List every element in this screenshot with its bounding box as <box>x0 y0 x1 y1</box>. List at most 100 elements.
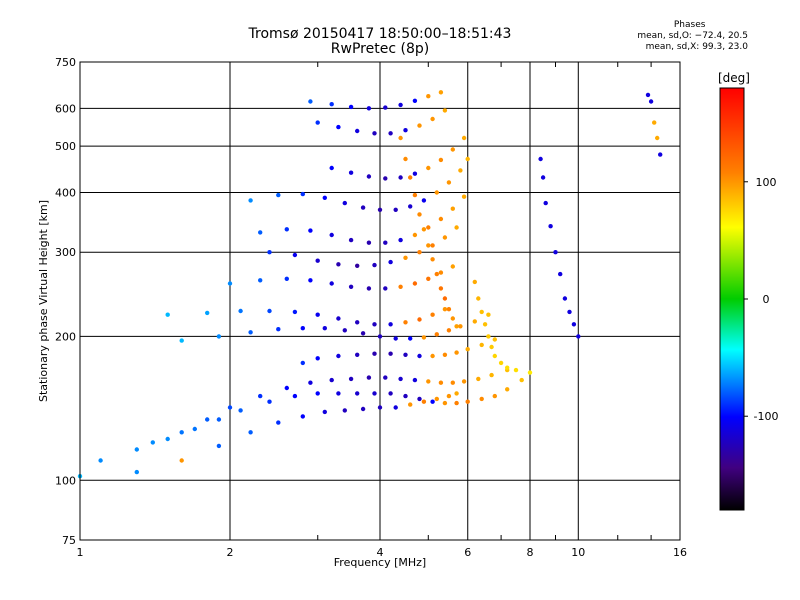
echo-point <box>527 370 533 375</box>
echo-point <box>329 102 334 107</box>
echo-point <box>461 379 467 384</box>
echo-point <box>267 250 272 255</box>
echo-point <box>426 276 431 281</box>
x-tick-label: 1 <box>77 546 84 559</box>
echo-points <box>77 90 663 479</box>
echo-point <box>412 98 418 104</box>
echo-point <box>408 204 413 209</box>
echo-point <box>426 243 431 248</box>
echo-point <box>576 334 581 339</box>
echo-point <box>492 353 497 359</box>
echo-point <box>417 396 422 402</box>
echo-point <box>548 224 553 229</box>
echo-point <box>336 353 341 359</box>
echo-point <box>388 351 393 356</box>
echo-point <box>308 228 313 233</box>
echo-point <box>393 336 398 341</box>
echo-point <box>479 396 484 402</box>
y-tick-label: 750 <box>55 56 76 69</box>
echo-point <box>465 156 470 162</box>
colorbar-ticks: 100 0 -100 <box>744 176 778 423</box>
echo-point <box>421 198 427 203</box>
y-axis-label: Stationary phase Virtual Height [km] <box>37 200 50 402</box>
echo-point <box>192 426 197 432</box>
echo-point <box>329 165 334 171</box>
y-tick-label: 400 <box>55 186 76 199</box>
echo-point <box>322 326 327 331</box>
echo-point <box>398 376 403 382</box>
echo-point <box>388 259 393 265</box>
echo-point <box>372 391 377 396</box>
echo-point <box>498 360 504 366</box>
echo-point <box>417 123 422 128</box>
echo-point <box>336 124 341 130</box>
echo-point <box>434 271 439 277</box>
echo-point <box>393 405 398 410</box>
phase-stats-heading: Phases <box>673 20 706 30</box>
echo-point <box>476 296 481 301</box>
echo-point <box>366 240 372 245</box>
echo-point <box>412 232 418 238</box>
echo-point <box>412 171 418 176</box>
x-tick-label: 8 <box>527 546 534 559</box>
echo-point <box>276 192 281 198</box>
echo-point <box>438 216 444 222</box>
echo-point <box>336 391 341 396</box>
echo-point <box>442 307 448 312</box>
grid-lines <box>80 62 680 540</box>
echo-point <box>658 152 663 157</box>
echo-point <box>417 317 422 322</box>
echo-point <box>315 391 320 396</box>
echo-point <box>336 316 341 321</box>
echo-point <box>348 104 354 110</box>
echo-point <box>227 405 233 410</box>
echo-point <box>348 284 354 289</box>
colorbar <box>719 87 745 511</box>
echo-point <box>543 200 548 206</box>
echo-point <box>315 312 320 317</box>
echo-point <box>492 337 497 342</box>
echo-point <box>421 399 427 404</box>
echo-point <box>513 367 519 373</box>
echo-point <box>412 377 418 383</box>
echo-point <box>360 406 366 412</box>
echo-point <box>267 399 272 404</box>
echo-point <box>655 135 660 141</box>
x-tick-label: 16 <box>673 546 687 559</box>
echo-point <box>342 200 347 206</box>
echo-point <box>300 414 305 419</box>
echo-point <box>450 206 455 211</box>
echo-point <box>372 262 377 268</box>
echo-point <box>383 240 388 245</box>
echo-point <box>417 250 422 255</box>
echo-point <box>446 180 452 185</box>
echo-point <box>652 120 657 125</box>
echo-point <box>248 198 253 203</box>
y-tick-label: 600 <box>55 102 76 115</box>
echo-point <box>360 205 366 210</box>
echo-point <box>355 320 360 325</box>
echo-point <box>450 147 455 152</box>
echo-point <box>258 230 263 235</box>
echo-point <box>450 316 455 321</box>
echo-point <box>342 408 347 413</box>
echo-point <box>393 207 398 212</box>
echo-point <box>238 308 243 314</box>
echo-point <box>430 243 435 248</box>
echo-point <box>562 296 568 301</box>
echo-point <box>134 469 139 475</box>
echo-point <box>134 447 139 452</box>
echo-point <box>492 393 497 399</box>
echo-point <box>454 391 459 396</box>
echo-point <box>571 322 577 327</box>
echo-point <box>430 312 435 317</box>
echo-point <box>308 278 313 283</box>
echo-point <box>540 175 546 180</box>
echo-point <box>403 393 408 399</box>
echo-point <box>165 436 170 442</box>
echo-point <box>348 170 354 175</box>
echo-point <box>567 309 572 315</box>
echo-point <box>465 399 470 404</box>
echo-point <box>322 195 327 200</box>
echo-point <box>238 408 243 413</box>
